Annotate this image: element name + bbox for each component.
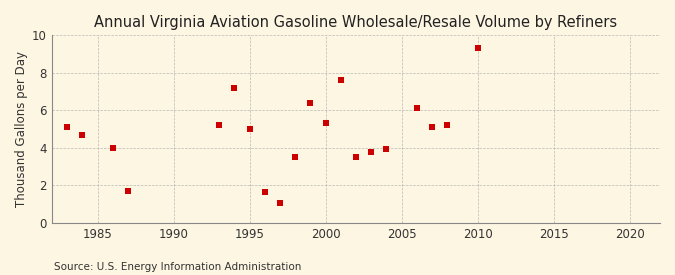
Point (305, 101, 316, 105)
Point (123, 189, 134, 193)
Point (259, 190, 270, 194)
Point (427, 125, 437, 130)
Point (350, 155, 361, 160)
Point (320, 120, 331, 125)
Point (214, 123, 225, 128)
Text: Source: U.S. Energy Information Administration: Source: U.S. Energy Information Administ… (54, 262, 301, 272)
Point (290, 155, 300, 160)
Point (61, 125, 72, 130)
Title: Annual Virginia Aviation Gasoline Wholesale/Resale Volume by Refiners: Annual Virginia Aviation Gasoline Wholes… (95, 15, 618, 30)
Point (77, 133, 88, 137)
Point (275, 201, 286, 205)
Point (244, 127, 255, 131)
Point (107, 146, 118, 150)
Y-axis label: Thousand Gallons per Day: Thousand Gallons per Day (15, 51, 28, 207)
Point (441, 123, 452, 128)
Point (381, 147, 392, 151)
Point (229, 86, 240, 90)
Point (472, 46, 483, 51)
Point (335, 78, 346, 82)
Point (411, 106, 422, 111)
Point (366, 149, 377, 154)
